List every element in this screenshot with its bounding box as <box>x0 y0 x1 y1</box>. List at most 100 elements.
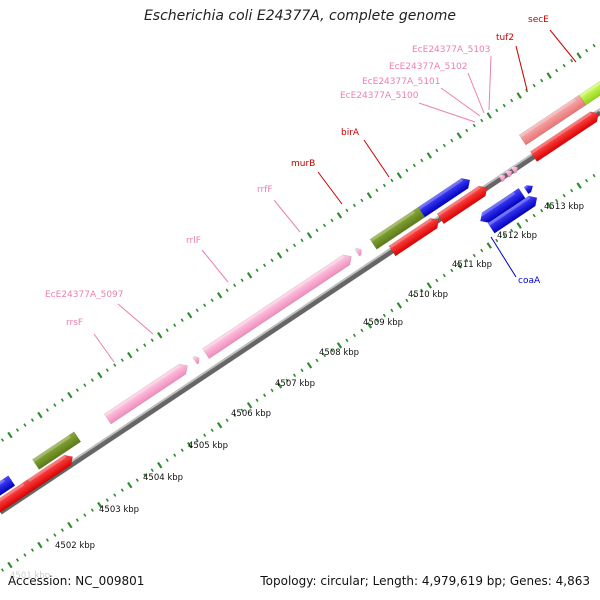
scale-tick <box>60 528 64 532</box>
scale-tick <box>472 123 476 128</box>
scale-tick <box>352 333 356 338</box>
scale-label: 4505 kbp <box>188 441 228 451</box>
feature-birA[interactable] <box>417 175 473 218</box>
scale-tick <box>330 218 334 223</box>
scale-label: 4501 kbp <box>10 571 50 581</box>
scale-tick <box>375 188 379 193</box>
scale-label: 4510 kbp <box>408 290 448 300</box>
scale-label: 4511 kbp <box>452 260 492 270</box>
feature-label[interactable]: secE <box>528 15 549 25</box>
feature-cds-blue-small[interactable] <box>523 183 535 195</box>
leader-line <box>418 102 476 123</box>
scale-tick <box>420 158 424 163</box>
scale-tick <box>366 322 373 329</box>
feature-label[interactable]: EcE24377A_5097 <box>45 290 124 300</box>
scale-tick <box>300 238 304 243</box>
leader-line <box>317 171 343 205</box>
feature-coaA[interactable] <box>487 193 540 234</box>
scale-tick <box>240 408 244 413</box>
leader-line <box>93 333 115 363</box>
feature-label[interactable]: coaA <box>518 276 541 286</box>
scale-tick <box>113 493 117 497</box>
feature-tRNA-5100[interactable] <box>498 173 507 183</box>
scale-tick <box>405 168 409 173</box>
scale-tick <box>576 52 582 59</box>
scale-tick <box>465 128 469 133</box>
feature-label[interactable]: EcE24377A_5101 <box>362 77 441 87</box>
scale-tick <box>225 288 229 293</box>
feature-rrlF[interactable] <box>202 252 354 359</box>
scale-tick <box>135 478 139 482</box>
scale-tick <box>420 288 424 293</box>
scale-tick <box>60 398 64 402</box>
scale-tick <box>390 178 394 183</box>
scale-tick <box>165 458 169 462</box>
scale-tick <box>90 508 94 512</box>
scale-tick <box>345 208 349 213</box>
scale-tick <box>576 182 582 189</box>
feature-cds-left-blue[interactable] <box>0 475 16 518</box>
scale-tick <box>592 43 596 48</box>
scale-tick <box>442 143 446 148</box>
feature-label[interactable]: murB <box>291 159 315 169</box>
feature-murB[interactable] <box>369 206 426 250</box>
scale-tick <box>546 72 552 79</box>
feature-rrsF[interactable] <box>103 361 191 425</box>
topology-summary: Topology: circular; Length: 4,979,619 bp… <box>260 574 590 588</box>
feature-rrfF[interactable] <box>354 247 364 257</box>
feature-label[interactable]: EcE24377A_5103 <box>412 45 491 55</box>
scale-tick <box>113 363 117 367</box>
scale-tick <box>390 308 394 313</box>
feature-cds-left-1[interactable] <box>0 479 35 524</box>
scale-label: 4507 kbp <box>275 379 315 389</box>
scale-tick <box>255 268 259 273</box>
scale-tick <box>426 282 433 289</box>
scale-tick <box>210 298 214 303</box>
feature-cds-tuf2-red[interactable] <box>529 108 600 163</box>
scale-tick <box>216 291 223 299</box>
scale-tick <box>37 411 43 419</box>
scale-tick <box>435 278 439 283</box>
feature-label[interactable]: rrsF <box>66 318 83 328</box>
feature-secE[interactable] <box>578 78 600 106</box>
scale-tick <box>480 248 484 253</box>
scale-tick <box>270 258 274 263</box>
scale-tick <box>495 108 499 113</box>
scale-tick <box>150 468 154 472</box>
scale-tick <box>450 138 454 143</box>
feature-label[interactable]: rrfF <box>257 185 273 195</box>
feature-label[interactable]: EcE24377A_5102 <box>389 62 468 72</box>
scale-tick <box>396 172 403 179</box>
feature-tRNA-5097[interactable] <box>192 355 202 365</box>
scale-tick <box>7 561 13 569</box>
leader-line <box>467 72 485 114</box>
feature-cds-left-olive[interactable] <box>32 431 82 470</box>
scale-tick <box>525 88 529 93</box>
leader-line <box>117 303 154 335</box>
scale-tick <box>0 568 5 572</box>
map-title: Escherichia coli E24377A, complete genom… <box>143 8 457 24</box>
feature-label[interactable]: rrlF <box>186 236 201 246</box>
feature-tuf2[interactable] <box>518 94 587 146</box>
leader-line <box>549 29 577 63</box>
scale-tick <box>412 163 416 168</box>
scale-tick <box>546 202 552 209</box>
feature-cds-birA-red[interactable] <box>436 183 490 225</box>
feature-label[interactable]: tuf2 <box>496 33 514 43</box>
feature-tRNA-5102[interactable] <box>510 164 520 174</box>
feature-tRNA-5101[interactable] <box>504 168 514 178</box>
scale-tick <box>216 421 223 429</box>
scale-tick <box>276 382 283 389</box>
scale-tick <box>240 278 244 283</box>
feature-cds-left-2[interactable] <box>27 452 76 490</box>
leader-line <box>201 249 229 283</box>
feature-label[interactable]: EcE24377A_5100 <box>340 91 419 101</box>
feature-cds-murB-red[interactable] <box>388 215 442 257</box>
scale-tick <box>585 178 589 183</box>
scale-tick <box>472 253 476 258</box>
scale-tick <box>143 343 147 347</box>
feature-cds-blue-1[interactable] <box>477 187 526 226</box>
scale-tick <box>186 441 193 449</box>
scale-tick <box>396 302 403 309</box>
feature-label[interactable]: birA <box>341 128 360 138</box>
